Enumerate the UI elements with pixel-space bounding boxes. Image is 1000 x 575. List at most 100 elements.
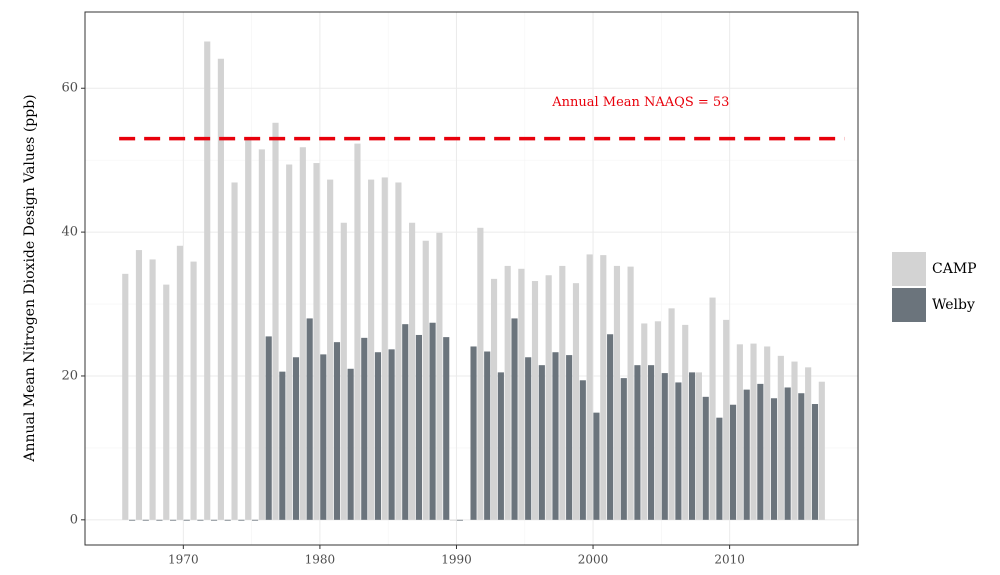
bar [470,346,477,520]
bar [149,259,156,520]
bar [135,250,143,520]
bar [484,351,491,520]
legend-label: CAMP [932,261,977,277]
bar [545,275,552,520]
bar [777,355,784,520]
bar [299,147,306,520]
x-tick-label: 1990 [441,553,472,567]
bar [620,378,627,520]
bar [477,227,484,520]
bar [552,352,559,520]
bar [245,140,252,520]
bar [129,519,136,521]
bar [511,318,518,520]
legend-label: Welby [932,297,975,313]
bar [490,278,498,520]
bar [429,322,436,520]
bar [443,337,450,520]
bar [183,519,190,521]
bar [340,222,347,520]
bar [374,352,382,520]
bar [170,519,177,521]
bar [764,346,771,520]
bar [292,357,300,520]
bar [613,265,621,520]
bar [723,319,730,520]
bar [675,382,682,520]
bar [156,519,163,521]
bar [525,357,532,520]
bar [798,393,805,520]
bar [668,308,675,520]
bar [204,41,211,520]
bar [313,163,320,520]
bar [729,404,737,520]
bar [217,58,224,520]
bar [743,389,750,520]
bar [415,334,422,520]
y-axis-label: Annual Mean Nitrogen Dioxide Design Valu… [22,94,38,462]
bar [388,349,395,520]
legend-swatch [892,288,926,322]
bar [682,324,689,520]
bar [258,149,265,520]
bar [504,265,511,520]
bar [381,177,388,520]
bar [784,387,791,520]
y-tick-label: 20 [61,368,78,383]
bar [811,404,819,520]
bar [449,519,457,521]
bar [456,519,463,521]
bar [531,281,539,520]
bar [702,396,709,520]
bar [422,240,429,520]
bar [320,354,327,520]
bar [368,179,375,520]
bar [586,254,593,520]
bar [122,273,129,520]
x-tick-label: 2010 [714,553,745,567]
bar [436,232,443,520]
bar [361,337,368,520]
annotation: Annual Mean NAAQS = 53 [551,95,729,110]
bar [641,323,648,520]
bar [354,143,361,520]
y-tick-label: 60 [61,81,78,96]
bar [579,380,586,520]
bar [279,371,286,520]
bar [607,334,614,520]
bar [566,355,573,520]
bar [518,268,525,520]
bar [497,372,504,520]
bar [648,365,655,520]
bar [770,398,778,520]
y-tick-label: 0 [70,512,78,527]
bar [409,222,416,520]
bar [818,381,825,520]
bar [306,318,313,520]
bar [224,519,231,521]
bar [231,182,238,520]
bar [210,519,218,521]
bar [716,417,723,520]
bar [572,283,580,520]
bar [142,519,149,521]
bar [627,266,634,520]
bar [805,367,812,520]
bar [654,321,661,520]
bar [176,245,183,520]
bar [593,412,600,520]
bar [286,164,293,520]
x-tick-label: 1980 [305,553,336,567]
bar [347,368,354,520]
bar [327,179,334,520]
x-tick-label: 1970 [168,553,199,567]
bar [395,182,402,520]
bar [559,265,566,520]
plot-border [84,11,859,546]
bar [736,344,743,520]
bar [791,361,798,520]
bar [600,255,607,520]
bar [251,519,259,521]
